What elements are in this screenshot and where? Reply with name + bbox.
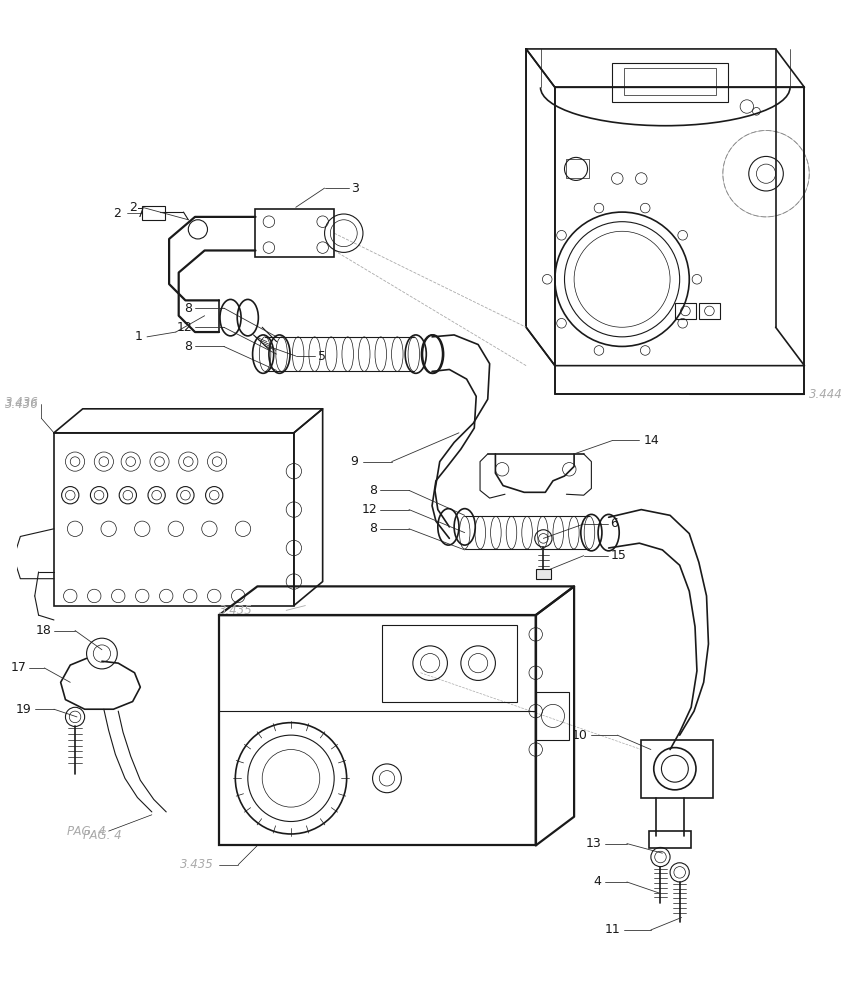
Text: 9: 9: [350, 455, 358, 468]
Text: 11: 11: [605, 923, 620, 936]
Text: 10: 10: [572, 729, 588, 742]
Bar: [699, 303, 720, 319]
Text: 2: 2: [130, 201, 137, 214]
Text: PAG. 4: PAG. 4: [83, 829, 121, 842]
Text: 3.435: 3.435: [181, 858, 215, 871]
Text: 3.435: 3.435: [219, 604, 253, 617]
Text: 14: 14: [643, 434, 659, 447]
Bar: [142, 206, 165, 220]
Text: 12: 12: [361, 503, 377, 516]
Text: 15: 15: [611, 549, 627, 562]
Text: 8: 8: [184, 302, 192, 315]
Bar: [566, 159, 589, 178]
Bar: [624, 68, 717, 95]
Text: 4: 4: [593, 875, 601, 888]
Bar: [54, 433, 294, 606]
Bar: [536, 692, 569, 740]
Text: 3.436: 3.436: [5, 398, 38, 411]
Bar: [612, 63, 728, 102]
Text: 19: 19: [16, 703, 32, 716]
Text: 3.436: 3.436: [5, 396, 38, 409]
Text: 3: 3: [351, 182, 360, 195]
Bar: [641, 740, 713, 798]
Text: 17: 17: [10, 661, 26, 674]
Bar: [219, 615, 536, 845]
Text: 1: 1: [134, 330, 142, 343]
Text: 12: 12: [176, 321, 192, 334]
Text: PAG. 4: PAG. 4: [67, 825, 106, 838]
Text: 2: 2: [114, 207, 121, 220]
Text: 7: 7: [137, 207, 144, 220]
Text: 8: 8: [370, 522, 377, 535]
Text: 8: 8: [370, 484, 377, 497]
Bar: [649, 831, 691, 848]
Bar: [255, 209, 334, 257]
Text: 18: 18: [35, 624, 51, 637]
Bar: [536, 569, 551, 579]
Bar: [382, 625, 516, 702]
Text: 6: 6: [611, 517, 618, 530]
Text: 8: 8: [184, 340, 192, 353]
Text: 5: 5: [318, 350, 326, 363]
Text: 13: 13: [585, 837, 601, 850]
Text: 3.444: 3.444: [809, 388, 843, 401]
Bar: [675, 303, 696, 319]
